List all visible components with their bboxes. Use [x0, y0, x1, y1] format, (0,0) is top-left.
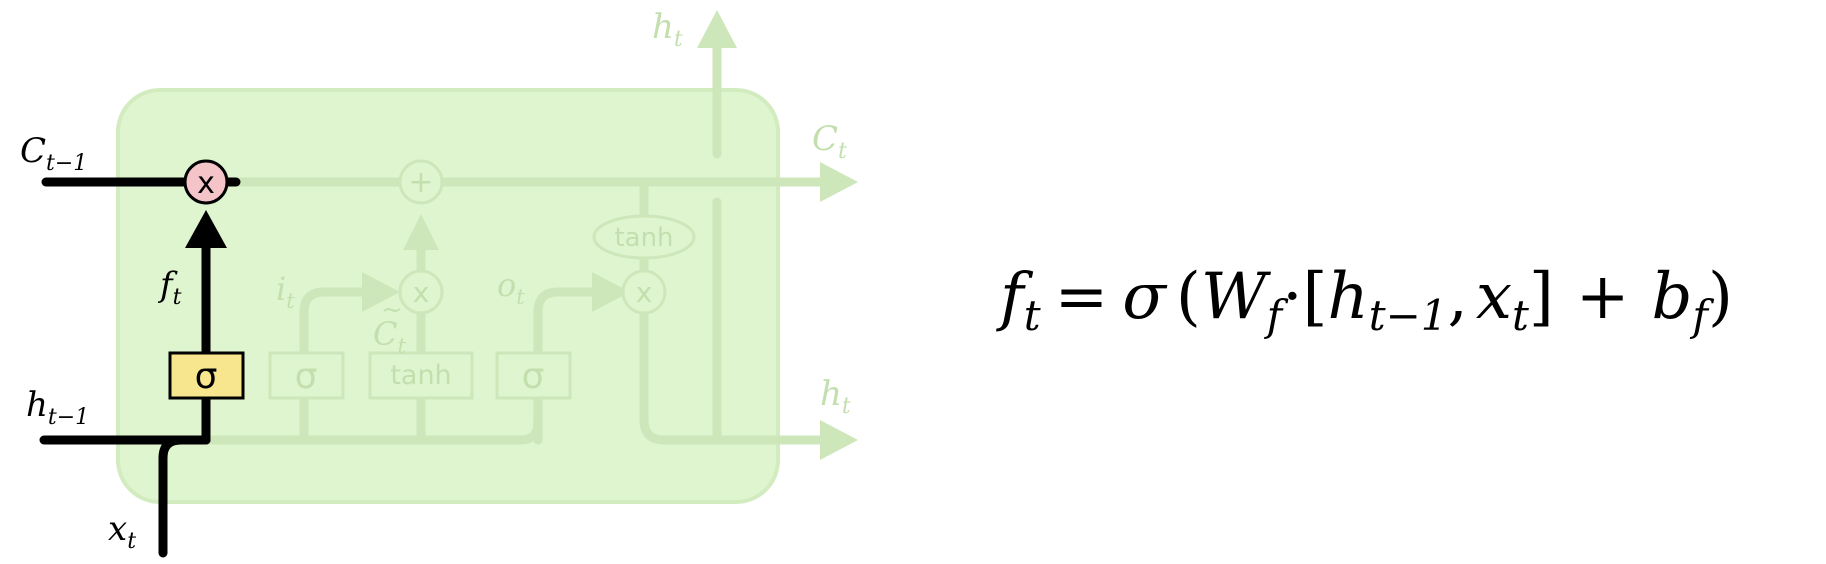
forget-sigma-label: σ: [195, 356, 218, 397]
arrow-to-add: [403, 214, 439, 250]
label-ctilde-accent: ~: [381, 295, 403, 325]
input-sigma-label: σ: [295, 356, 318, 397]
label-ct-minus-1: Ct−1: [20, 131, 87, 176]
label-ht-minus-1: ht−1: [26, 385, 89, 430]
output-multiply-symbol: x: [636, 276, 653, 309]
output-sigma-label: σ: [522, 356, 545, 397]
arrow-to-output-mult: [592, 272, 630, 312]
output-multiply-node: [621, 269, 667, 315]
candidate-tanh-gate: [368, 351, 474, 400]
label-ht-top: ht: [652, 7, 683, 52]
xt-input-line: [158, 435, 211, 558]
output-gate-path: [533, 287, 615, 445]
label-ct-right: Ct: [812, 119, 847, 164]
label-ht-right: ht: [820, 374, 851, 419]
input-sigma-gate: [268, 351, 345, 400]
label-ctilde: Ct: [373, 315, 406, 358]
output-sigma-gate: [495, 351, 572, 400]
forget-sigma-gate: [168, 351, 245, 400]
output-to-ht-path: [639, 307, 825, 445]
faint-nodes: + x x tanh σ tanh σ: [268, 159, 696, 400]
input-multiply-node: [398, 269, 444, 315]
faint-labels: ht Ct ht it ot ~ Ct: [276, 7, 851, 419]
faint-arrowheads: [362, 10, 858, 460]
forget-multiply-symbol: x: [197, 166, 215, 201]
label-ot: ot: [497, 266, 525, 309]
forget-gate-equation: ft = σ (Wf·[ht−1, xt] + bf): [996, 260, 1733, 340]
arrow-ct-out: [820, 162, 858, 202]
arrow-ht-out: [820, 420, 858, 460]
input-gate-path: [299, 287, 383, 445]
cell-tanh-label: tanh: [614, 223, 673, 253]
arrow-ht-up: [697, 10, 737, 48]
arrow-ft-to-mult: [185, 210, 227, 248]
forget-multiply-node: [183, 159, 229, 205]
cell-tanh-node: [592, 214, 696, 260]
candidate-tanh-label: tanh: [390, 360, 451, 391]
add-node-symbol: +: [408, 165, 433, 200]
arrow-to-input-mult: [362, 272, 400, 312]
label-xt: xt: [108, 509, 136, 554]
label-it: it: [276, 270, 295, 313]
input-multiply-symbol: x: [413, 276, 430, 309]
faint-connections: [205, 33, 825, 445]
active-labels: Ct−1 ht−1 xt ft: [20, 131, 182, 554]
add-node: [398, 159, 444, 205]
